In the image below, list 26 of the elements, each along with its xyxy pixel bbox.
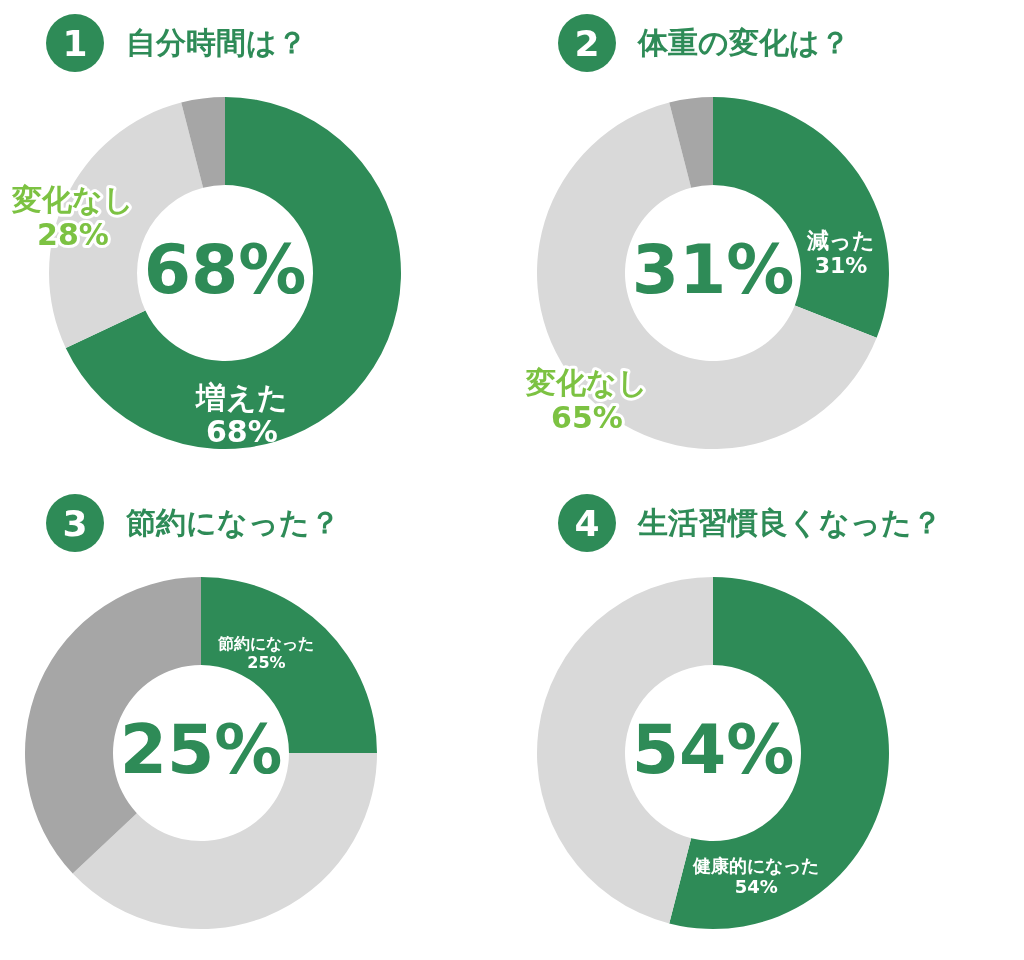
slice-label: 健康的になった	[692, 855, 820, 877]
slice-label: 変化なし	[10, 182, 134, 218]
data-label: 68%	[205, 414, 278, 450]
data-label: 28%	[37, 216, 109, 252]
data-label: 25%	[247, 652, 286, 672]
data-label: 65%	[551, 399, 623, 435]
number-badge: 2	[558, 14, 616, 72]
text: 25%	[119, 710, 283, 789]
chart-title: 生活習慣良くなった？	[638, 503, 942, 542]
chart-title: 自分時間は？	[126, 23, 307, 62]
data-label: 31%	[814, 252, 868, 278]
text: 54%	[631, 710, 795, 789]
data-label: 54%	[734, 875, 778, 897]
number-badge: 3	[46, 494, 104, 552]
slice-label: 増えた	[194, 379, 288, 415]
chart-title: 節約になった？	[126, 503, 340, 542]
donut-slice	[669, 97, 713, 188]
slice-label: 減った	[805, 227, 875, 253]
text: 68%	[143, 230, 307, 309]
slice-label: 変化なし	[524, 365, 648, 401]
text: 31%	[631, 230, 795, 309]
donut-slice	[181, 97, 225, 188]
number-badge: 1	[46, 14, 104, 72]
slice-label: 節約になった	[217, 634, 315, 654]
number-badge: 4	[558, 494, 616, 552]
chart-title: 体重の変化は？	[638, 23, 850, 62]
